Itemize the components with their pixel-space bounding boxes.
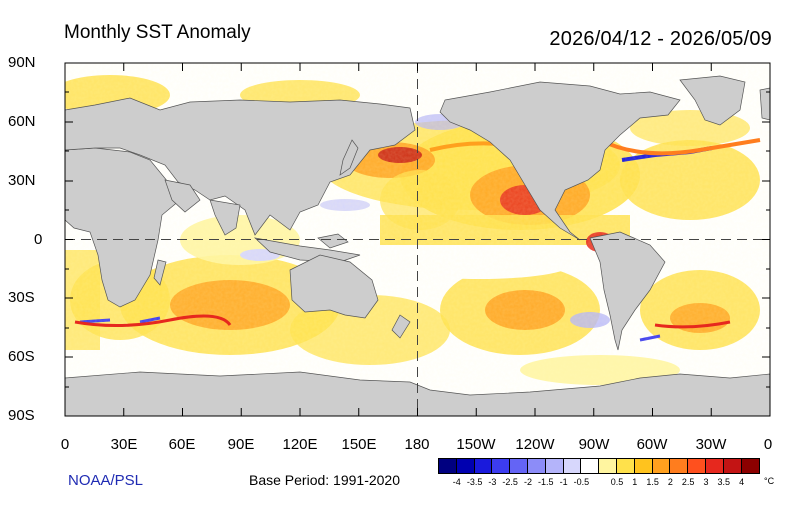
lon-label-180: 180 [404, 436, 430, 453]
lon-label-0: 0 [60, 436, 70, 453]
colorbar-swatch [599, 459, 617, 473]
eurasia-land [65, 97, 416, 236]
lon-label-30w: 30W [695, 436, 727, 453]
colorbar-swatch [527, 459, 546, 473]
lat-label-90n: 90N [8, 54, 36, 71]
lon-label-120e: 120E [282, 436, 318, 453]
colorbar-swatch [741, 459, 760, 473]
land-masses [65, 75, 770, 416]
colorbar-swatch [723, 459, 742, 473]
lon-label-150e: 150E [341, 436, 377, 453]
colorbar-tick-label: 3.5 [717, 477, 731, 487]
lon-label-30e: 30E [110, 436, 138, 453]
greenland-land [679, 75, 746, 126]
lat-ticks [65, 62, 770, 417]
australia-land [289, 254, 379, 319]
colorbar-tick-label: 2.5 [681, 477, 695, 487]
base-period-label: Base Period: 1991-2020 [249, 472, 400, 488]
lat-label-30n: 30N [8, 172, 36, 189]
lon-label-90e: 90E [227, 436, 255, 453]
lon-label-60e: 60E [168, 436, 196, 453]
credit-label: NOAA/PSL [68, 472, 144, 489]
lon-label-120w: 120W [515, 436, 555, 453]
colorbar-tick-label: -2.5 [502, 477, 518, 487]
colorbar-swatch [545, 459, 564, 473]
colorbar-swatch [634, 459, 653, 473]
africa-land [65, 147, 181, 308]
colorbar-swatch [510, 459, 528, 473]
colorbar-swatch [474, 459, 493, 473]
colorbar-tick-label: 3 [703, 477, 709, 487]
colorbar-tick-label: -1 [559, 477, 568, 487]
north-america-land [439, 81, 681, 241]
colorbar-tick-label: -3 [488, 477, 497, 487]
lat-label-60n: 60N [8, 113, 36, 130]
colorbar-tick-label: -3.5 [466, 477, 483, 487]
colorbar-unit: °C [764, 476, 775, 486]
colorbar-tick-label: -0.5 [573, 477, 590, 487]
lon-label-0-right: 0 [763, 436, 773, 453]
lat-label-30s: 30S [8, 289, 35, 306]
colorbar-swatch [581, 459, 600, 473]
lon-ticks [64, 63, 712, 416]
colorbar-swatch [705, 459, 724, 473]
colorbar-swatch [563, 459, 582, 473]
colorbar-tick-label: 1 [632, 477, 638, 487]
colorbar-tick-label: -2 [523, 477, 533, 487]
colorbar-tick-label: 0.5 [610, 477, 624, 487]
colorbar-swatch [456, 459, 475, 473]
map-title: Monthly SST Anomaly [64, 22, 251, 43]
colorbar-swatch [492, 459, 511, 473]
colorbar-tick-label: 4 [739, 477, 745, 487]
lat-label-90s: 90S [8, 407, 35, 424]
colorbar-swatch [670, 459, 689, 473]
south-america-land [589, 231, 666, 351]
colorbar-tick-label: -4 [452, 477, 461, 487]
lon-label-150w: 150W [456, 436, 496, 453]
colorbar-swatch [688, 459, 706, 473]
lat-label-60s: 60S [8, 348, 35, 365]
colorbar [438, 458, 761, 474]
date-range: 2026/04/12 - 2026/05/09 [549, 28, 772, 50]
colorbar-tick-label: -1.5 [538, 477, 554, 487]
antarctica-land [65, 371, 770, 416]
lon-label-60w: 60W [636, 436, 668, 453]
lon-label-90w: 90W [578, 436, 610, 453]
colorbar-tick-label: 1.5 [646, 477, 659, 487]
colorbar-tick-label: 2 [667, 477, 673, 487]
lat-label-0: 0 [34, 231, 43, 248]
colorbar-swatch [652, 459, 671, 473]
colorbar-swatch [439, 459, 457, 473]
colorbar-swatch [616, 459, 635, 473]
